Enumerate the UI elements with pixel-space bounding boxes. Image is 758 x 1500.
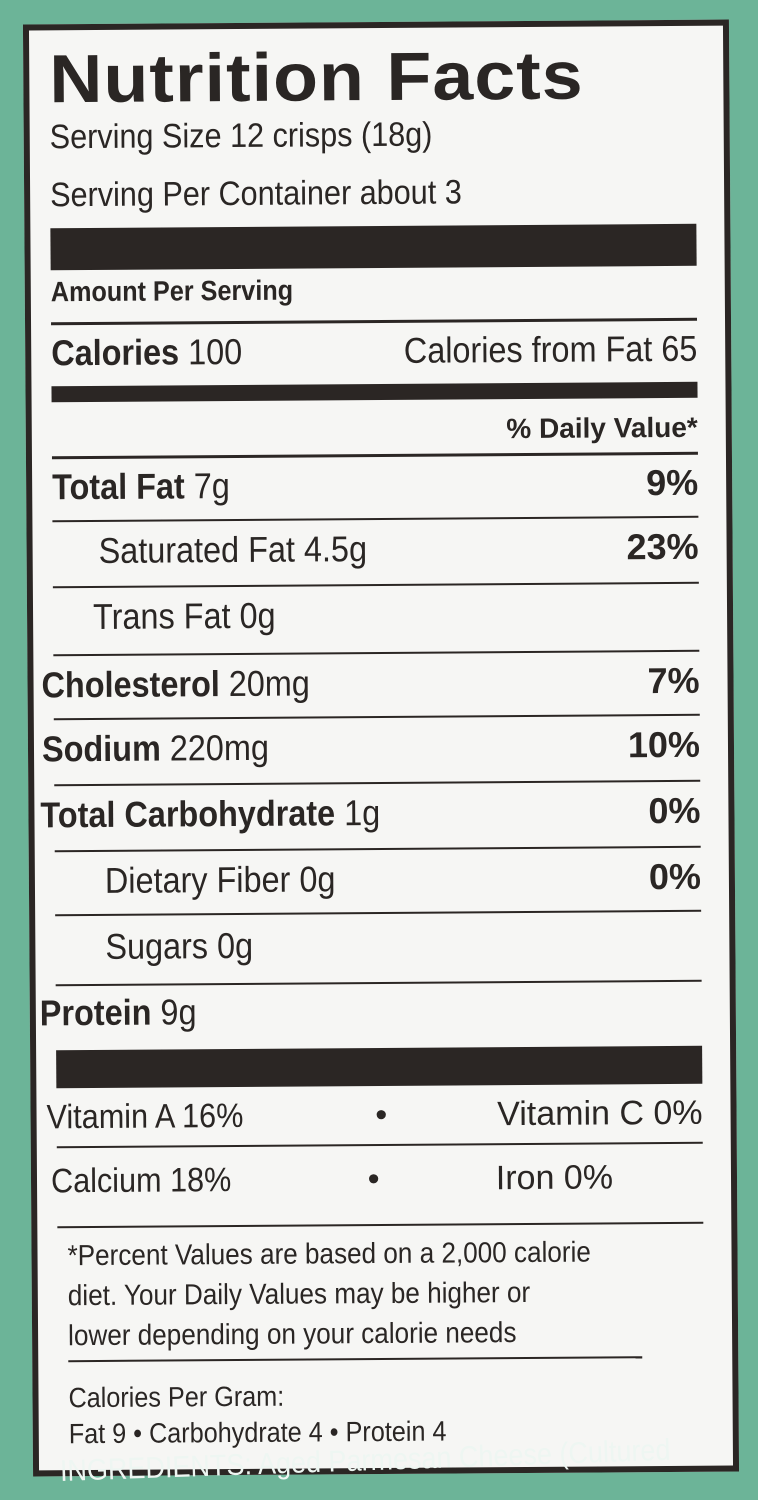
nutrient-row-dietary-fiber: Dietary Fiber 0g 0% xyxy=(104,855,702,901)
nutrient-row-total-carbohydrate: Total Carbohydrate 1g 0% xyxy=(40,789,701,836)
divider xyxy=(54,845,701,853)
thick-divider xyxy=(56,1045,703,1089)
serving-size: Serving Size 12 crisps (18g) xyxy=(49,115,433,157)
nutrition-label: Nutrition Facts Serving Size 12 crisps (… xyxy=(22,19,740,1477)
calories-from-fat: Calories from Fat 65 xyxy=(403,327,698,371)
daily-value-header: % Daily Value* xyxy=(506,411,698,445)
divider xyxy=(51,317,698,326)
calories-value: 100 xyxy=(187,330,243,373)
vitamins-row-1: Vitamin A 16% • Vitamin C 0% xyxy=(46,1093,703,1137)
divider xyxy=(52,581,699,589)
nutrient-row-sodium: Sodium 220mg 10% xyxy=(41,723,701,770)
divider xyxy=(55,979,702,987)
divider xyxy=(55,909,702,917)
thick-divider xyxy=(50,223,697,271)
calories-row: Calories 100 Calories from Fat 65 xyxy=(51,328,697,375)
divider xyxy=(53,713,700,721)
divider xyxy=(56,1141,703,1149)
divider xyxy=(51,451,698,460)
label-title: Nutrition Facts xyxy=(49,37,584,118)
divider xyxy=(53,649,700,657)
nutrient-row-trans-fat: Trans Fat 0g xyxy=(92,594,276,638)
medium-divider xyxy=(51,381,698,403)
nutrient-row-saturated-fat: Saturated Fat 4.5g 23% xyxy=(98,525,699,571)
nutrient-row-protein: Protein 9g xyxy=(39,991,197,1034)
nutrient-row-sugars: Sugars 0g xyxy=(105,924,254,967)
vitamins-row-2: Calcium 18% • Iron 0% xyxy=(50,1158,614,1201)
amount-per-serving: Amount Per Serving xyxy=(50,274,294,308)
footnote: *Percent Values are based on a 2,000 cal… xyxy=(67,1236,591,1353)
divider xyxy=(68,1356,643,1363)
divider xyxy=(57,1221,704,1229)
servings-per-container: Serving Per Container about 3 xyxy=(50,173,462,215)
nutrient-row-cholesterol: Cholesterol 20mg 7% xyxy=(41,659,700,706)
divider xyxy=(54,779,701,787)
divider xyxy=(52,515,699,523)
nutrient-row-total-fat: Total Fat 7g 9% xyxy=(52,461,699,508)
calories-label: Calories xyxy=(51,331,180,374)
